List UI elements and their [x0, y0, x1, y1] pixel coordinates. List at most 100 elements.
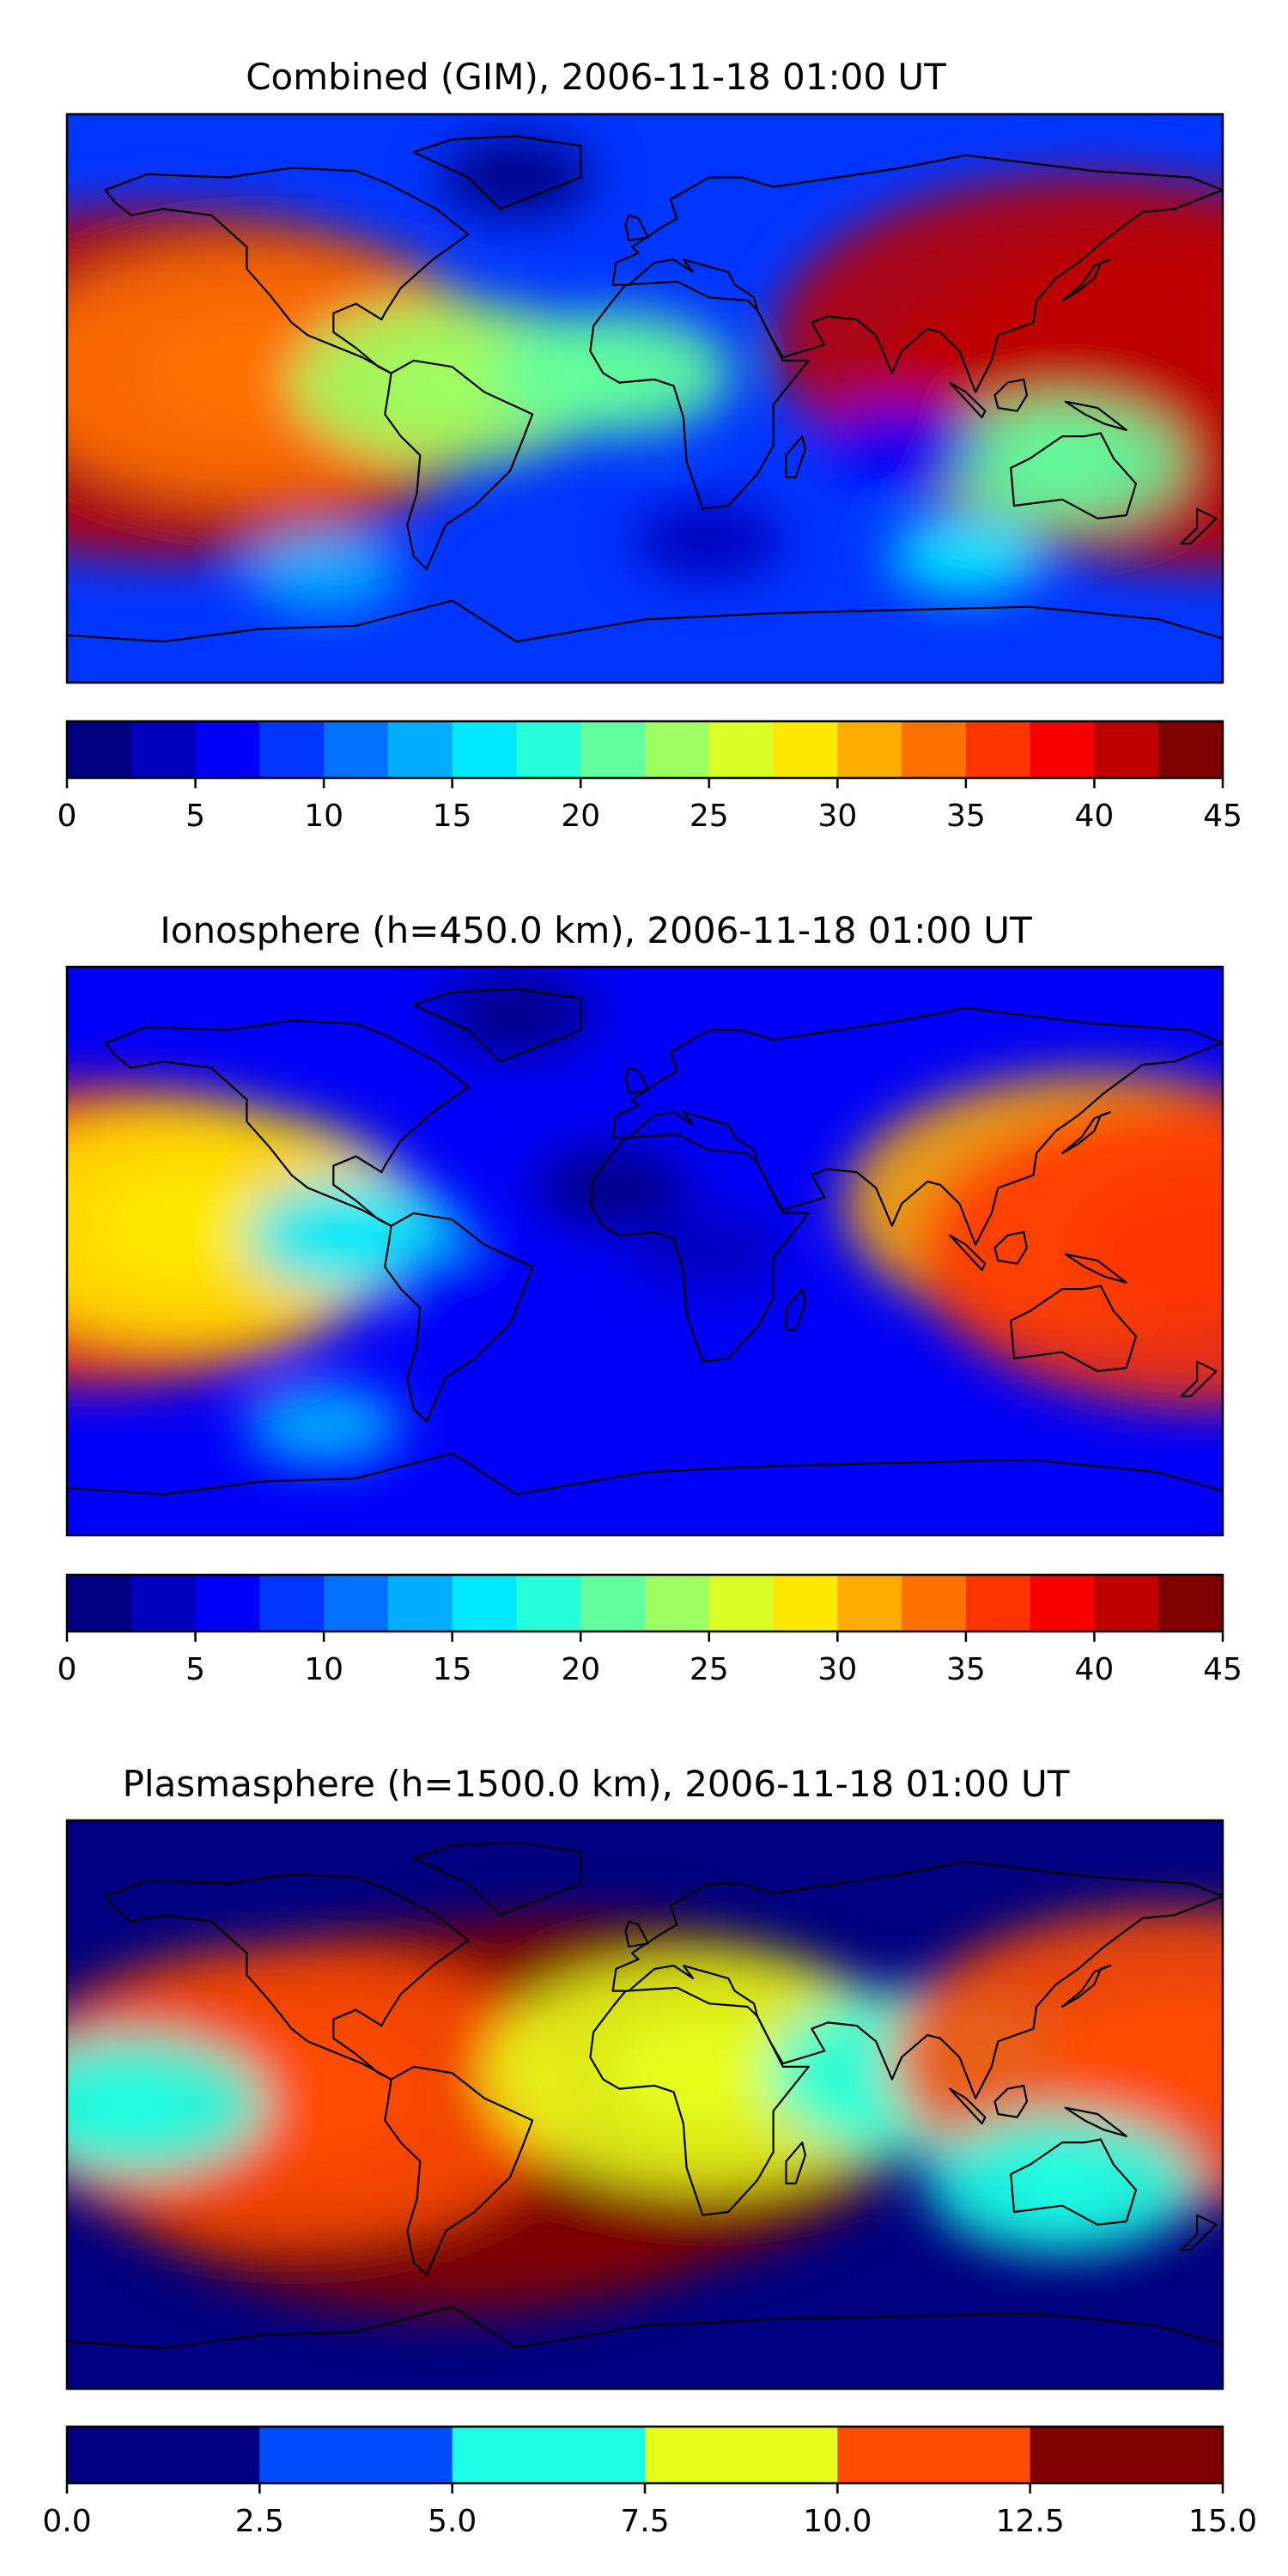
panel-2-map-frame: [65, 965, 1224, 1537]
panel-2-colorbar: 0 5 10 15 20 25 30 35 40 45: [58, 1573, 1242, 1687]
coast-borneo: [993, 378, 1029, 412]
colorbar-tick-label: 25: [690, 799, 729, 834]
coast-north-america: [104, 167, 470, 374]
coast-new-zealand: [1180, 1360, 1218, 1398]
coast-south-america: [384, 359, 534, 570]
field-feature-core: [1081, 1181, 1223, 1321]
panel-1-title: Combined (GIM), 2006-11-18 01:00 UT: [246, 56, 946, 98]
coast-antarctica: [67, 1452, 1223, 1496]
panel-3-title: Plasmasphere (h=1500.0 km), 2006-11-18 0…: [123, 1763, 1070, 1805]
field-feature-core: [289, 554, 359, 591]
colorbar-tick-label: 5: [185, 1652, 205, 1687]
field-feature-core: [91, 1171, 300, 1280]
field-feature: [915, 1095, 1223, 1407]
colorbar-segment: [131, 721, 197, 778]
field-feature-core: [674, 1232, 744, 1270]
colorbar-tick-label: 15: [433, 799, 472, 834]
field-feature-core: [481, 159, 551, 196]
panel-3-map: [65, 1819, 1224, 2391]
colorbar-segment: [1094, 721, 1159, 778]
coast-british-isles: [624, 214, 649, 242]
coast-greenland: [412, 135, 582, 210]
coast-greenland: [412, 987, 582, 1063]
coast-eurasia: [611, 1860, 1223, 2099]
colorbar-tick-label: 20: [561, 799, 600, 834]
colorbar-segment: [580, 1575, 646, 1631]
colorbar-segment: [837, 1575, 902, 1631]
field-feature-core: [380, 344, 525, 421]
coast-sumatra: [949, 2087, 987, 2125]
coastline: [67, 135, 1223, 643]
colorbar-segment: [965, 721, 1031, 778]
panel-3: Plasmasphere (h=1500.0 km), 2006-11-18 0…: [42, 1763, 1257, 2539]
colorbar-segment: [516, 721, 581, 778]
field-feature-core: [674, 522, 744, 559]
colorbar-segment: [580, 721, 646, 778]
colorbar-tick-label: 0: [58, 799, 77, 834]
panel-2-title: Ionosphere (h=450.0 km), 2006-11-18 01:0…: [160, 909, 1032, 951]
colorbar-tick-label: 7.5: [620, 2504, 669, 2539]
coast-africa: [589, 280, 810, 510]
coast-australia: [1010, 2138, 1138, 2226]
colorbar-segment: [837, 721, 902, 778]
coast-antarctica: [67, 2306, 1223, 2349]
colorbar-segment: [708, 1575, 775, 1631]
panel-1: Combined (GIM), 2006-11-18 01:00 UT 0 5 10…: [58, 56, 1242, 834]
panel-1-map-frame: [65, 112, 1224, 684]
coast-madagascar: [785, 2142, 807, 2184]
panel-2: Ionosphere (h=450.0 km), 2006-11-18 01:0…: [58, 909, 1242, 1687]
colorbar-tick-label: 15: [433, 1652, 472, 1687]
panel-1-colorbar: 0 5 10 15 20 25 30 35 40 45: [58, 720, 1242, 834]
field-feature-core: [288, 1406, 361, 1444]
coast-japan: [1060, 1965, 1112, 2008]
colorbar-tick-label: 10: [304, 799, 343, 834]
colorbar-segment: [516, 1575, 581, 1631]
colorbar-segment: [259, 2427, 453, 2483]
colorbar-tick-label: 40: [1075, 799, 1115, 834]
colorbar-tick-label: 2.5: [235, 2504, 284, 2539]
coast-borneo: [993, 1230, 1029, 1265]
colorbar-frame: [65, 1573, 1224, 1633]
colorbar-segment: [1158, 1575, 1224, 1631]
colorbar-segment: [67, 1575, 132, 1631]
coast-eurasia: [611, 1006, 1223, 1246]
colorbar-segment: [645, 1575, 710, 1631]
colorbar-tick-label: 20: [561, 1652, 600, 1687]
field-feature-core: [931, 538, 1001, 574]
coast-japan: [1060, 258, 1112, 302]
panel-3-colorbar: 0.0 2.5 5.0 7.5 10.0 12.5 15.0: [42, 2425, 1257, 2539]
coast-sumatra: [949, 1234, 987, 1272]
field-feature-core: [607, 2020, 811, 2126]
colorbar-tick-label: 25: [690, 1652, 729, 1687]
colorbar-segment: [259, 721, 325, 778]
colorbar-segment: [1030, 2427, 1224, 2483]
coast-north-america: [104, 1019, 470, 1227]
colorbar-segment: [965, 1575, 1031, 1631]
colorbar-segment: [1030, 1575, 1096, 1631]
colorbar-segment: [708, 721, 775, 778]
colorbar-segment: [259, 1575, 325, 1631]
colorbar-segment: [773, 1575, 838, 1631]
colorbar-segment: [452, 2427, 646, 2483]
colorbar-segment: [1094, 1575, 1159, 1631]
field-feature-core: [1001, 2152, 1123, 2215]
colorbar-segment: [67, 2427, 260, 2483]
coast-antarctica: [67, 599, 1223, 643]
colorbar-segment: [902, 721, 967, 778]
coast-sumatra: [949, 381, 987, 419]
coast-new-guinea: [1064, 2106, 1127, 2137]
colorbar-segment: [1158, 721, 1224, 778]
colorbar-segment: [645, 2427, 838, 2483]
colorbar-segment: [1030, 721, 1096, 778]
colorbar-segment: [452, 721, 518, 778]
field-feature-core: [578, 1170, 648, 1206]
field-feature-core: [558, 344, 667, 402]
colorbar-segment: [387, 1575, 453, 1631]
coast-australia: [1010, 432, 1138, 519]
colorbar-segment: [837, 2427, 1031, 2483]
colorbar-tick-label: 45: [1203, 799, 1242, 834]
coast-british-isles: [624, 1066, 649, 1095]
colorbar-tick-label: 45: [1203, 1652, 1242, 1687]
colorbar-segment: [67, 721, 132, 778]
